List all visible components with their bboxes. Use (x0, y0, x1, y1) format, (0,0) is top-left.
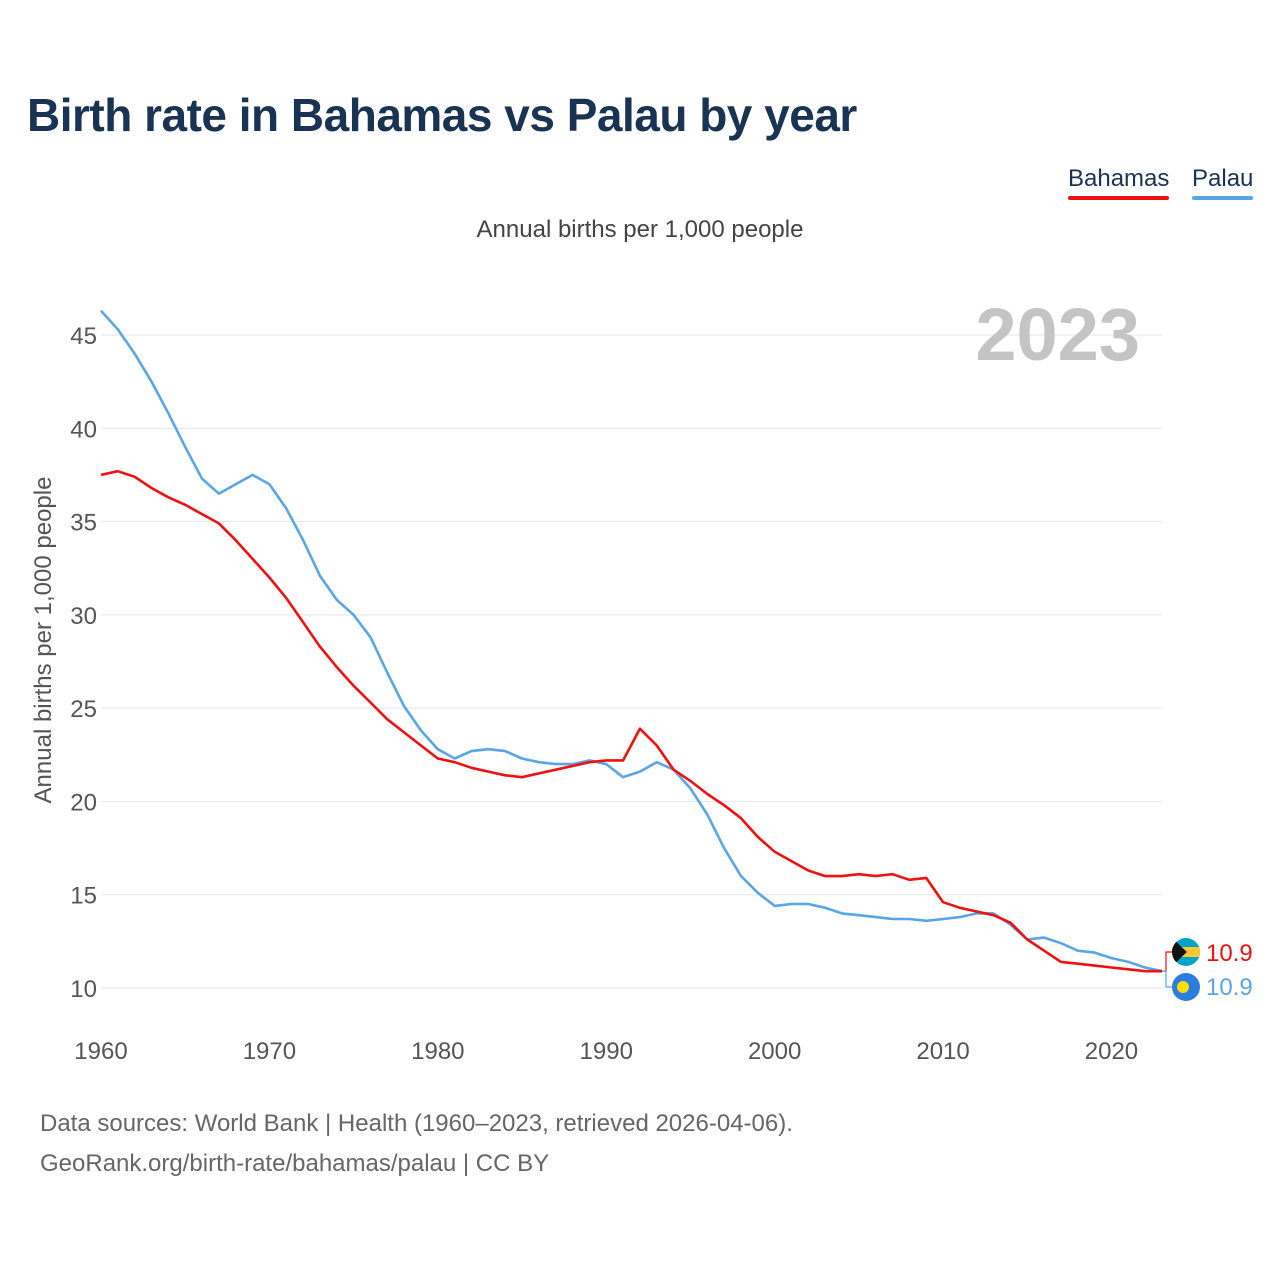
x-axis-ticks: 1960 1970 1980 1990 2000 2010 2020 (74, 1038, 1138, 1065)
legend-swatch-bahamas (1068, 196, 1170, 200)
y-tick-label: 35 (70, 510, 97, 537)
end-connector-bahamas (1162, 951, 1172, 972)
legend-item-bahamas[interactable]: Bahamas (1068, 164, 1170, 200)
footer-sources: Data sources: World Bank | Health (1960–… (40, 1110, 793, 1137)
x-tick-label: 1960 (74, 1038, 127, 1065)
legend-item-palau[interactable]: Palau (1192, 164, 1254, 200)
x-tick-label: 2000 (748, 1038, 801, 1065)
x-tick-label: 2020 (1085, 1038, 1138, 1065)
series-lines (100, 309, 1163, 973)
x-tick-label: 1970 (243, 1038, 296, 1065)
y-tick-label: 15 (70, 883, 97, 910)
y-axis-ticks: 10 15 20 25 30 35 40 45 (70, 323, 97, 1003)
y-tick-label: 10 (70, 976, 97, 1003)
y-tick-label: 40 (70, 416, 97, 443)
y-tick-label: 20 (70, 789, 97, 816)
x-tick-label: 2010 (916, 1038, 969, 1065)
x-tick-label: 1990 (580, 1038, 633, 1065)
end-value-bahamas: 10.9 (1206, 940, 1253, 967)
line-chart: 2023 10 15 20 25 30 35 40 45 1960 1970 1980 1990 20… (30, 293, 1253, 1065)
legend-label-bahamas: Bahamas (1068, 165, 1170, 192)
y-tick-label: 30 (70, 603, 97, 630)
y-axis-label: Annual births per 1,000 people (30, 477, 57, 804)
series-line-bahamas[interactable] (100, 469, 1162, 973)
end-connector-palau (1162, 970, 1172, 988)
chart-title: Birth rate in Bahamas vs Palau by year (27, 89, 857, 141)
series-line-palau[interactable] (100, 309, 1163, 973)
footer: Data sources: World Bank | Health (1960–… (40, 1104, 793, 1184)
x-tick-label: 1980 (411, 1038, 464, 1065)
gridlines (101, 334, 1162, 989)
footer-attribution[interactable]: GeoRank.org/birth-rate/bahamas/palau | C… (40, 1150, 550, 1177)
end-value-palau: 10.9 (1206, 974, 1253, 1001)
palau-flag-icon (1172, 973, 1200, 1001)
legend-label-palau: Palau (1192, 165, 1254, 192)
y-tick-label: 45 (70, 323, 97, 350)
year-watermark: 2023 (975, 293, 1140, 376)
chart-subtitle: Annual births per 1,000 people (476, 216, 804, 243)
end-labels: 10.9 10.9 (1162, 938, 1253, 1001)
bahamas-flag-icon (1172, 938, 1200, 966)
legend-swatch-palau (1192, 196, 1254, 200)
y-tick-label: 25 (70, 696, 97, 723)
